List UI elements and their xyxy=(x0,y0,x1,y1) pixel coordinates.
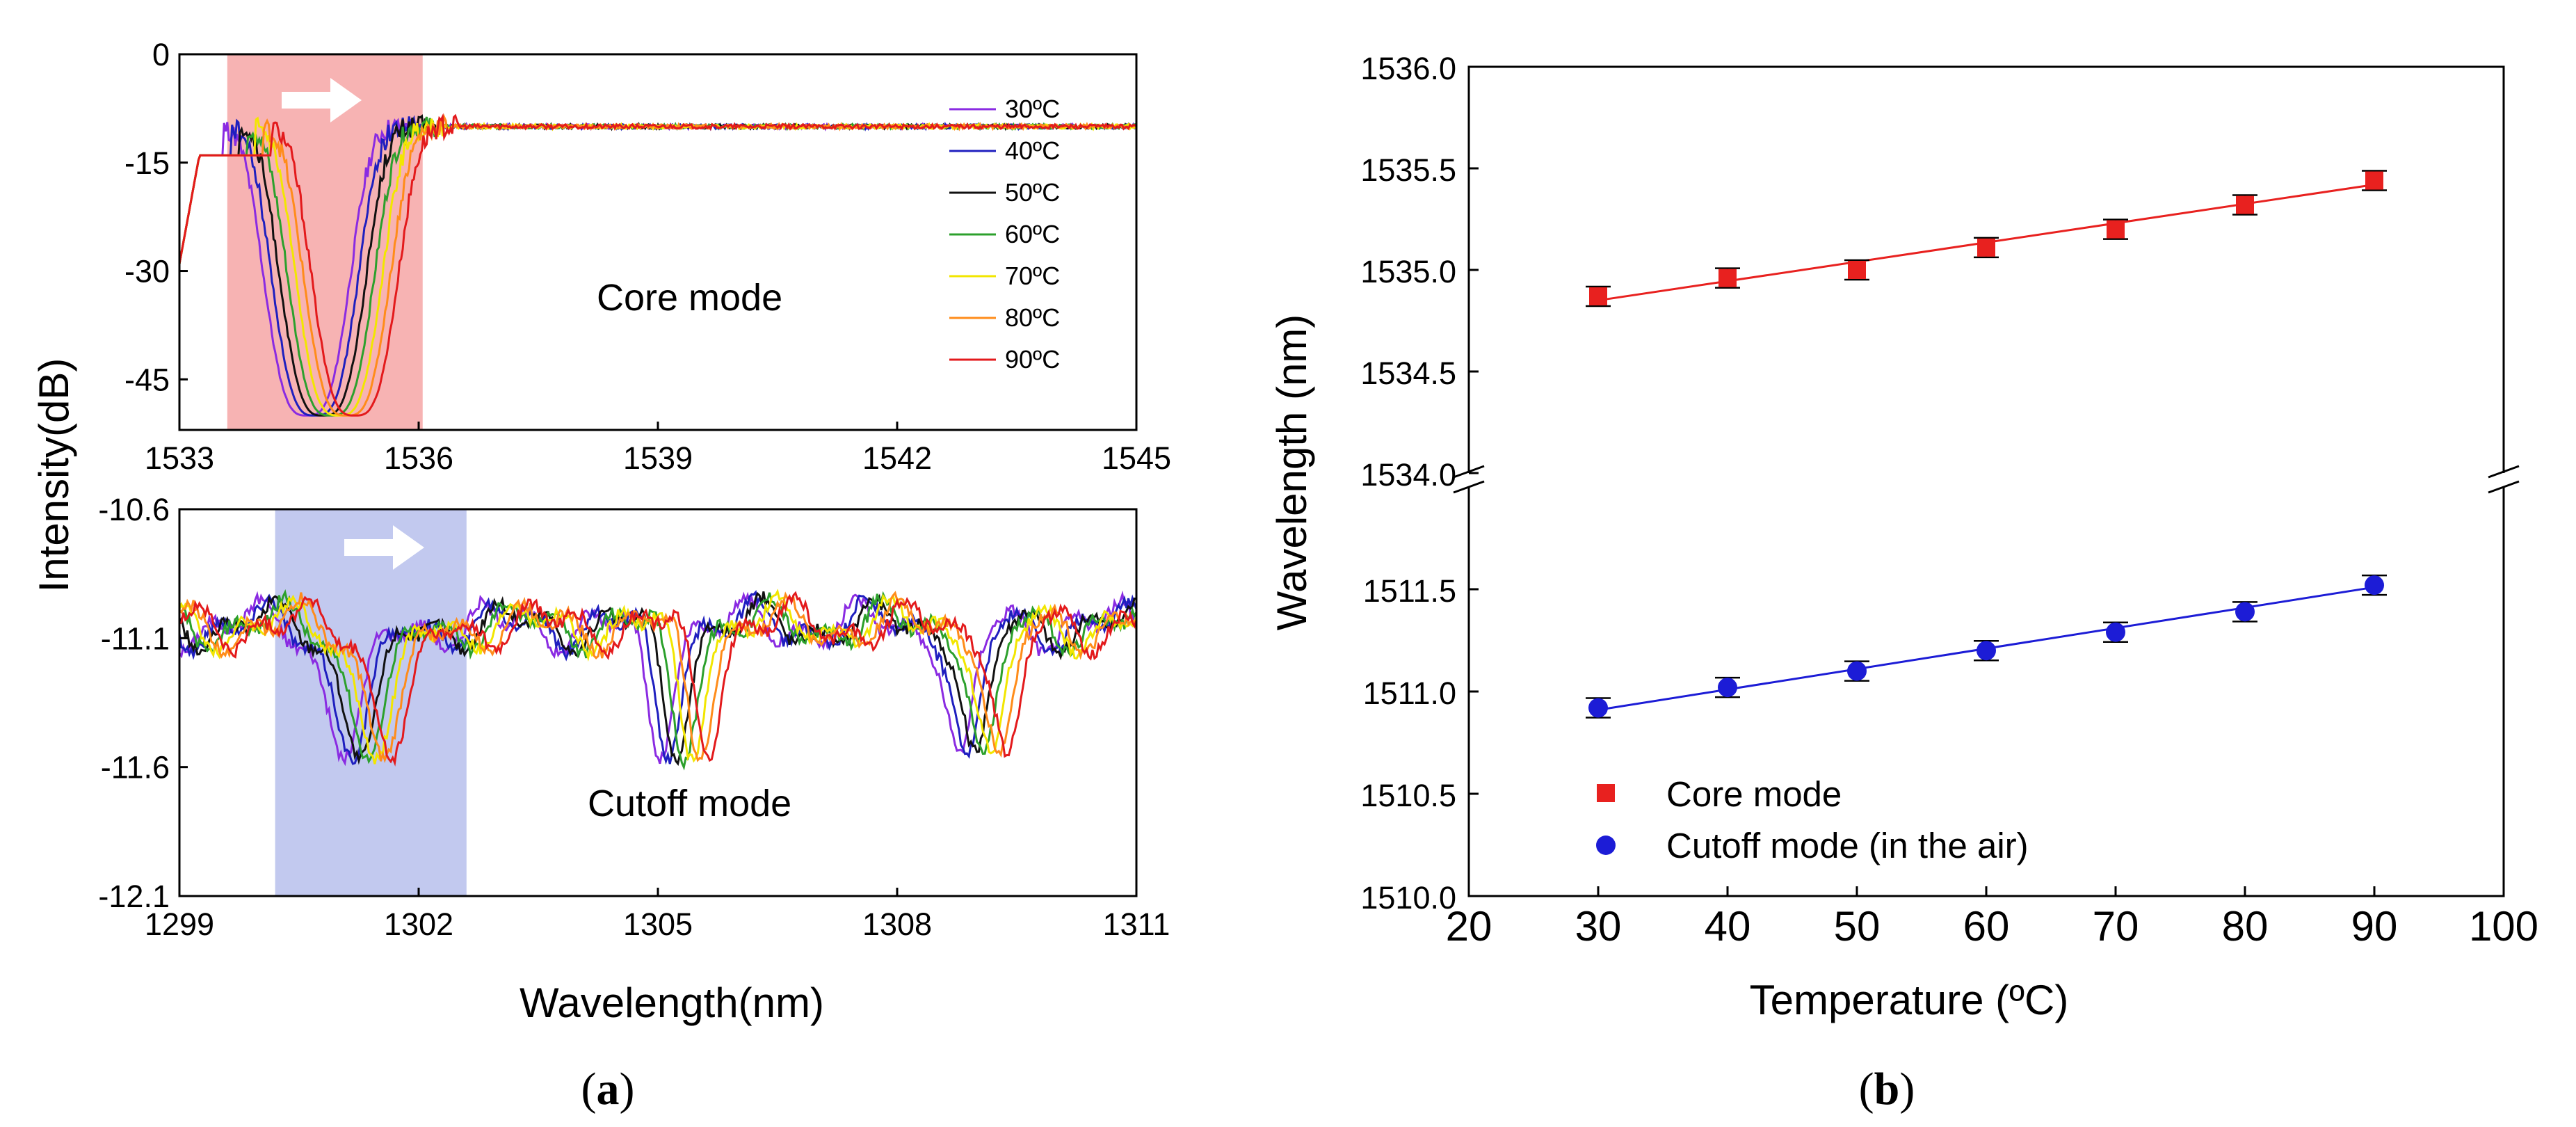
cutoff-axis-ticks: 1299 1302 1305 1308 1311 -10.6 -11.1 -11.6 -12.1 xyxy=(98,492,1170,942)
b-cutoff-point xyxy=(1588,698,1608,718)
b-y-axis-label: Wavelength (nm) xyxy=(1269,314,1315,631)
b-plot-frame xyxy=(1453,65,2520,897)
cutoff-series-line-60c xyxy=(178,589,1138,771)
b-legend: Core mode Cutoff mode (in the air) xyxy=(1596,774,2029,865)
cutoff-arrow-icon xyxy=(344,525,424,570)
core-mode-annotation: Core mode xyxy=(597,277,782,319)
axis-break-mark xyxy=(2488,465,2520,479)
b-upper-y-tick-label: 1534.0 xyxy=(1360,457,1456,493)
b-core-point xyxy=(1718,269,1737,287)
b-x-tick-label: 90 xyxy=(2351,903,2398,950)
b-upper-frame xyxy=(1467,65,2505,473)
cutoff-x-tick-label: 1299 xyxy=(145,906,214,942)
b-cutoff-point xyxy=(2365,575,2384,596)
b-cutoff-point xyxy=(1718,678,1737,698)
b-lower-y-tick-label: 1511.5 xyxy=(1363,573,1456,609)
cutoff-y-tick-label: -11.1 xyxy=(101,621,170,656)
cutoff-series-line-90c xyxy=(179,591,1138,767)
b-x-tick-label: 60 xyxy=(1963,903,2010,950)
core-arrow-icon xyxy=(282,78,362,122)
cutoff-series-line-40c xyxy=(178,590,1138,765)
core-y-tick-label: -30 xyxy=(124,254,170,289)
b-lower-y-tick-label: 1510.5 xyxy=(1360,778,1456,813)
cutoff-x-tick-label: 1311 xyxy=(1103,906,1170,942)
b-x-tick-label: 30 xyxy=(1575,903,1622,950)
b-x-tick-label: 50 xyxy=(1834,903,1881,950)
core-highlight-band xyxy=(227,54,423,430)
core-legend-label: 40ºC xyxy=(1005,136,1060,165)
b-lower-y-tick-label: 1510.0 xyxy=(1360,880,1456,916)
cutoff-mode-annotation: Cutoff mode xyxy=(588,783,791,824)
core-mode-series-group xyxy=(178,113,1138,417)
b-upper-y-tick-label: 1535.5 xyxy=(1360,152,1456,188)
core-legend-label: 90ºC xyxy=(1005,345,1060,374)
core-legend-label: 50ºC xyxy=(1005,178,1060,207)
b-legend-cutoff-label: Cutoff mode (in the air) xyxy=(1666,826,2029,865)
b-core-point xyxy=(1977,238,1995,257)
b-data-marks xyxy=(1586,170,2387,719)
core-y-tick-label: -15 xyxy=(124,145,170,181)
b-lower-y-tick-label: 1511.0 xyxy=(1363,676,1456,711)
cutoff-series-line-50c xyxy=(178,591,1136,766)
core-legend-label: 60ºC xyxy=(1005,220,1060,248)
cutoff-series-line-70c xyxy=(178,589,1138,765)
b-legend-circle-marker xyxy=(1596,836,1616,855)
cutoff-mode-spectrum-panel: 1299 1302 1305 1308 1311 -10.6 -11.1 -11.6 -12.1… xyxy=(98,492,1170,942)
core-x-tick-label: 1533 xyxy=(145,440,214,476)
core-series-line-90c xyxy=(178,113,1137,417)
cutoff-y-tick-label: -11.6 xyxy=(101,750,170,785)
b-x-tick-label: 20 xyxy=(1446,903,1492,950)
cutoff-x-tick-label: 1302 xyxy=(384,906,453,942)
b-x-tick-label: 40 xyxy=(1705,903,1751,950)
core-x-tick-label: 1545 xyxy=(1102,440,1171,476)
wavelength-vs-temperature-panel: 20 30 40 50 60 70 80 90 100 1534.0 1534.5 1535.0 153… xyxy=(1360,51,2538,950)
b-cutoff-point xyxy=(2106,622,2125,642)
b-core-point xyxy=(1589,287,1607,305)
b-upper-y-tick-label: 1535.0 xyxy=(1360,254,1456,289)
cutoff-highlight-band xyxy=(275,509,467,896)
b-upper-y-tick-label: 1536.0 xyxy=(1360,51,1456,86)
core-x-tick-label: 1536 xyxy=(384,440,453,476)
panel-label-b: (b) xyxy=(1859,1064,1915,1114)
a-y-axis-label: Intensity(dB) xyxy=(31,358,77,593)
core-axis-ticks: 1533 1536 1539 1542 1545 0 -15 -30 -45 xyxy=(124,37,1171,476)
core-legend-label: 30ºC xyxy=(1005,95,1060,123)
b-x-tick-label: 70 xyxy=(2093,903,2139,950)
a-x-axis-label: Wavelength(nm) xyxy=(520,980,824,1026)
b-core-point xyxy=(2236,195,2254,214)
core-y-tick-label: 0 xyxy=(152,37,170,72)
core-legend-label: 70ºC xyxy=(1005,262,1060,290)
core-x-tick-label: 1542 xyxy=(862,440,932,476)
b-x-tick-label: 100 xyxy=(2469,903,2538,950)
b-cutoff-point xyxy=(1847,661,1867,681)
b-core-point xyxy=(2365,171,2383,190)
b-x-axis-label: Temperature (ºC) xyxy=(1750,977,2069,1023)
b-legend-core-label: Core mode xyxy=(1666,774,1842,814)
axis-break-mark xyxy=(1453,480,1485,494)
b-legend-square-marker xyxy=(1597,784,1615,802)
panel-label-a: (a) xyxy=(581,1064,635,1114)
core-mode-spectrum-panel: 1533 1536 1539 1542 1545 0 -15 -30 -45 Core mode… xyxy=(124,37,1171,476)
cutoff-y-tick-label: -12.1 xyxy=(98,879,170,914)
b-upper-y-tick-label: 1534.5 xyxy=(1360,355,1456,391)
core-legend-label: 80ºC xyxy=(1005,303,1060,332)
b-cutoff-point xyxy=(1977,641,1996,661)
b-core-point xyxy=(1848,261,1866,279)
core-y-tick-label: -45 xyxy=(124,362,170,397)
core-legend: 30ºC 40ºC 50ºC 60ºC 70ºC 80ºC 90ºC xyxy=(949,95,1060,374)
b-cutoff-point xyxy=(2235,602,2255,622)
cutoff-x-tick-label: 1308 xyxy=(862,906,932,942)
b-x-tick-label: 80 xyxy=(2222,903,2269,950)
cutoff-x-tick-label: 1305 xyxy=(623,906,693,942)
cutoff-y-tick-label: -10.6 xyxy=(98,492,170,527)
b-core-point xyxy=(2107,220,2125,239)
core-x-tick-label: 1539 xyxy=(623,440,693,476)
axis-break-mark xyxy=(2488,480,2520,494)
cutoff-mode-series-group xyxy=(178,589,1138,771)
b-axis-ticks: 20 30 40 50 60 70 80 90 100 1534.0 1534.5 1535.0 153… xyxy=(1360,51,2538,950)
axis-break-mark xyxy=(1453,465,1485,479)
